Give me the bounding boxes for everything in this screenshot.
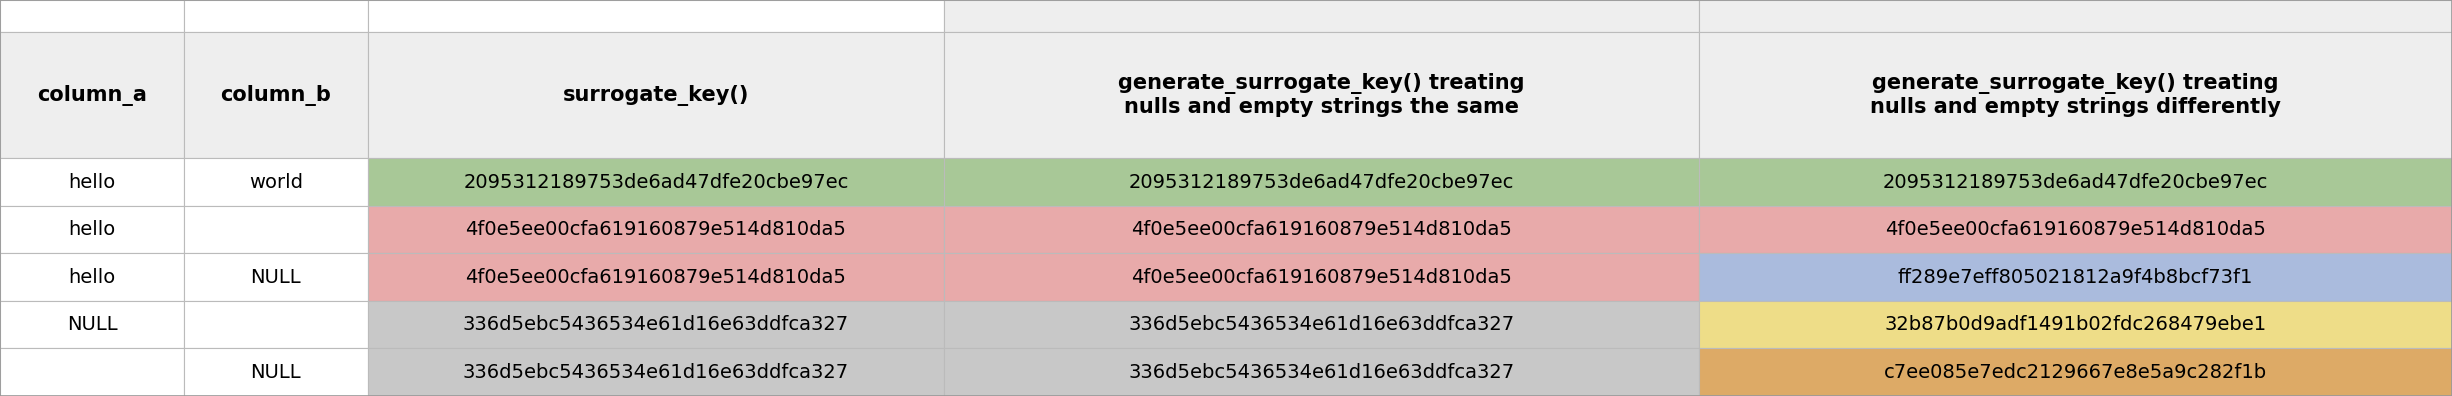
Text: surrogate_key(): surrogate_key() [562, 84, 750, 106]
Bar [944, 206, 1699, 253]
Bar [944, 301, 1699, 348]
Bar [184, 206, 368, 253]
Bar [184, 253, 368, 301]
Text: 336d5ebc5436534e61d16e63ddfca327: 336d5ebc5436534e61d16e63ddfca327 [463, 315, 848, 334]
Text: world: world [248, 173, 304, 192]
Bar [368, 0, 944, 32]
Text: 4f0e5ee00cfa619160879e514d810da5: 4f0e5ee00cfa619160879e514d810da5 [466, 220, 846, 239]
Text: generate_surrogate_key() treating
nulls and empty strings differently: generate_surrogate_key() treating nulls … [1871, 73, 2280, 117]
Text: 2095312189753de6ad47dfe20cbe97ec: 2095312189753de6ad47dfe20cbe97ec [1128, 173, 1515, 192]
Bar [944, 158, 1699, 206]
Bar [368, 253, 944, 301]
Text: hello: hello [69, 220, 115, 239]
Bar [184, 348, 368, 396]
Bar [944, 32, 1699, 158]
Text: 336d5ebc5436534e61d16e63ddfca327: 336d5ebc5436534e61d16e63ddfca327 [1128, 363, 1515, 382]
Bar [368, 301, 944, 348]
Text: column_b: column_b [221, 84, 331, 106]
Text: NULL: NULL [66, 315, 118, 334]
Bar [944, 253, 1699, 301]
Text: NULL: NULL [250, 363, 302, 382]
Bar [1699, 32, 2452, 158]
Bar [0, 206, 184, 253]
Bar [1699, 348, 2452, 396]
Bar [368, 158, 944, 206]
Text: 2095312189753de6ad47dfe20cbe97ec: 2095312189753de6ad47dfe20cbe97ec [1883, 173, 2268, 192]
Text: column_a: column_a [37, 84, 147, 106]
Text: 4f0e5ee00cfa619160879e514d810da5: 4f0e5ee00cfa619160879e514d810da5 [1130, 268, 1513, 287]
Bar [368, 348, 944, 396]
Bar [0, 301, 184, 348]
Text: hello: hello [69, 268, 115, 287]
Bar [944, 348, 1699, 396]
Bar [184, 0, 368, 32]
Text: 4f0e5ee00cfa619160879e514d810da5: 4f0e5ee00cfa619160879e514d810da5 [1130, 220, 1513, 239]
Bar [1699, 206, 2452, 253]
Bar [0, 158, 184, 206]
Bar [184, 32, 368, 158]
Text: 336d5ebc5436534e61d16e63ddfca327: 336d5ebc5436534e61d16e63ddfca327 [463, 363, 848, 382]
Bar [184, 301, 368, 348]
Bar [184, 158, 368, 206]
Text: NULL: NULL [250, 268, 302, 287]
Bar [368, 206, 944, 253]
Text: 4f0e5ee00cfa619160879e514d810da5: 4f0e5ee00cfa619160879e514d810da5 [1886, 220, 2266, 239]
Text: 336d5ebc5436534e61d16e63ddfca327: 336d5ebc5436534e61d16e63ddfca327 [1128, 315, 1515, 334]
Bar [0, 253, 184, 301]
Bar [1699, 0, 2452, 32]
Bar [1699, 301, 2452, 348]
Bar [1699, 158, 2452, 206]
Bar [944, 0, 1699, 32]
Text: ff289e7eff805021812a9f4b8bcf73f1: ff289e7eff805021812a9f4b8bcf73f1 [1898, 268, 2253, 287]
Bar [368, 32, 944, 158]
Bar [0, 0, 184, 32]
Bar [0, 32, 184, 158]
Text: 2095312189753de6ad47dfe20cbe97ec: 2095312189753de6ad47dfe20cbe97ec [463, 173, 848, 192]
Bar [0, 348, 184, 396]
Text: hello: hello [69, 173, 115, 192]
Text: c7ee085e7edc2129667e8e5a9c282f1b: c7ee085e7edc2129667e8e5a9c282f1b [1883, 363, 2268, 382]
Text: 32b87b0d9adf1491b02fdc268479ebe1: 32b87b0d9adf1491b02fdc268479ebe1 [1886, 315, 2266, 334]
Text: generate_surrogate_key() treating
nulls and empty strings the same: generate_surrogate_key() treating nulls … [1118, 73, 1525, 117]
Bar [1699, 253, 2452, 301]
Text: 4f0e5ee00cfa619160879e514d810da5: 4f0e5ee00cfa619160879e514d810da5 [466, 268, 846, 287]
